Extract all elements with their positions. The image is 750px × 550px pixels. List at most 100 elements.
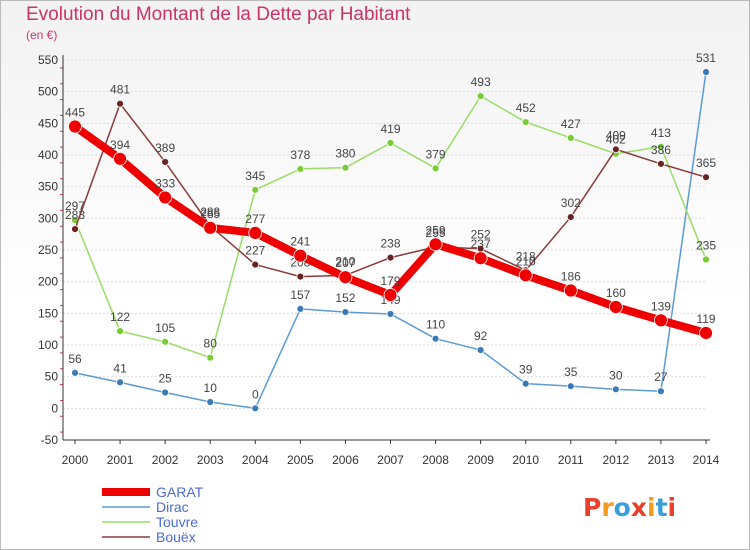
data-label: 39 [519,363,533,377]
data-label: 380 [335,147,355,161]
data-point [116,378,124,387]
data-point [383,288,398,302]
data-point [116,327,124,335]
data-label: 10 [204,381,218,395]
data-label: 333 [155,176,175,190]
logo-letter: t [656,493,668,522]
logo-letter: i [668,493,677,522]
y-tick-label: 400 [38,148,58,162]
series-touvre: 297 122 105 80 345 378 380 419 379 493 452 427 402 41… [65,75,716,362]
y-tick-label: 100 [38,338,58,352]
data-label: 493 [471,75,491,89]
data-label: 139 [651,299,671,313]
data-point [702,68,710,76]
data-label: 110 [426,318,445,332]
y-tick-label: 150 [38,306,58,320]
x-tick-label: 2009 [467,453,494,467]
data-label: 259 [426,223,446,237]
data-label: 419 [380,122,400,136]
x-tick-label: 2012 [603,453,630,467]
x-tick-label: 2000 [62,453,89,467]
legend-label: Dirac [156,499,189,515]
logo-letter: x [631,493,647,522]
data-label: 389 [155,141,175,155]
data-label: 157 [290,288,310,302]
data-point [611,385,620,394]
data-label: 386 [651,143,671,157]
data-point [161,388,170,397]
data-point [251,404,260,413]
data-label: 92 [474,329,488,343]
data-point [521,118,530,126]
data-point [428,237,443,252]
data-point [296,304,305,313]
data-point [654,313,668,328]
y-tick-label: 550 [38,53,58,67]
data-label: 152 [335,291,355,305]
data-label: 481 [110,83,130,97]
data-point [386,253,395,262]
legend-label: Touvre [156,514,198,530]
data-point [71,225,79,234]
data-label: 186 [561,270,581,284]
y-tick-label: 250 [38,243,58,257]
x-tick-label: 2011 [558,453,584,467]
data-label: 379 [426,147,446,161]
data-point [476,346,485,354]
data-label: 119 [696,312,715,326]
data-point [206,398,215,406]
data-label: 277 [245,212,265,226]
data-point [386,139,395,147]
data-point [341,163,350,172]
data-point [293,248,308,263]
logo-letter: r [601,493,614,522]
legend-label: Bouëx [156,529,196,545]
logo-letter: o [614,493,631,522]
data-label: 218 [516,249,536,263]
data-label: 25 [158,372,172,386]
series-garat: 445 394 333 285 277 241 207 179 259 237 210 186 160 1… [65,106,716,340]
y-tick-label: 300 [38,211,58,225]
series-dirac: 5641251001571521491109239353027531 [68,51,716,413]
chart-title: Evolution du Montant de la Dette par Hab… [26,4,411,25]
data-point [386,310,395,318]
data-point [566,133,575,142]
data-point [702,173,710,182]
data-label: 56 [68,352,82,366]
data-label: 27 [654,370,668,384]
data-point [657,387,665,396]
x-tick-label: 2010 [512,453,539,467]
data-point [476,92,485,100]
data-label: 235 [696,239,716,253]
data-label: 160 [606,286,626,300]
chart-subtitle: (en €) [26,28,58,42]
y-tick-label: 450 [38,116,58,130]
data-point [563,283,578,298]
data-point [116,99,124,108]
data-point [251,260,260,269]
x-tick-label: 2005 [287,453,314,467]
data-point [608,300,623,314]
data-point [341,308,350,316]
y-tick-label: 350 [38,180,58,194]
x-tick-label: 2006 [332,453,359,467]
data-point [611,145,620,154]
data-label: 30 [609,368,623,382]
data-label: 122 [110,310,130,324]
x-tick-label: 2008 [422,453,449,467]
data-point [657,142,665,151]
data-point [203,220,218,235]
data-point [699,326,713,340]
data-label: 283 [65,208,85,222]
x-tick-label: 2004 [242,453,269,467]
data-label: 207 [335,256,355,270]
data-point [161,337,170,346]
data-point [566,213,575,221]
data-point [158,190,173,205]
data-label: 285 [200,207,220,221]
data-point [521,379,530,388]
data-label: 345 [245,169,265,183]
